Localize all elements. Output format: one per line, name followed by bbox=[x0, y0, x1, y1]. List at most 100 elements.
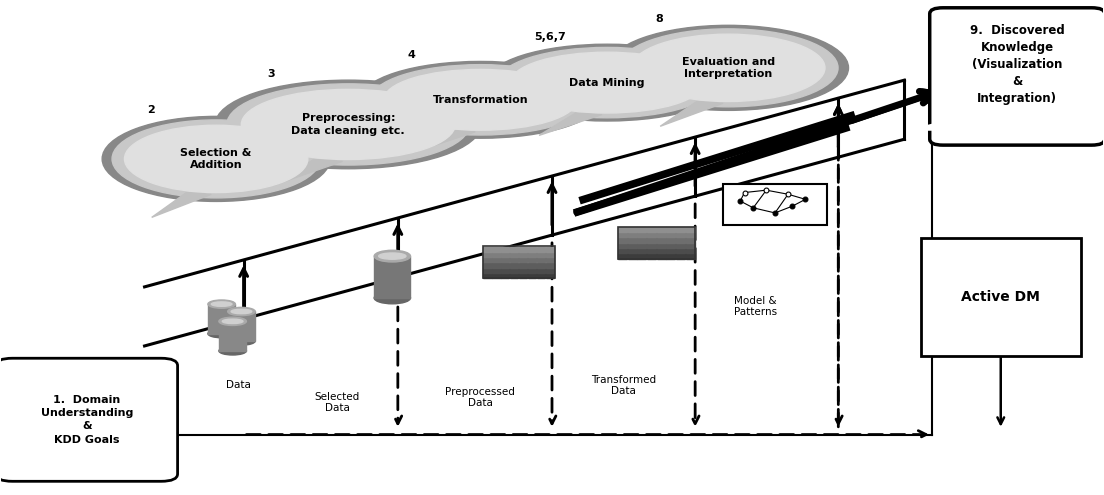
Bar bbox=[666, 227, 676, 232]
Bar bbox=[484, 257, 491, 262]
Bar bbox=[647, 227, 656, 232]
Bar bbox=[519, 252, 528, 257]
Bar bbox=[676, 248, 684, 253]
Text: Preprocessed
Data: Preprocessed Data bbox=[446, 387, 516, 408]
Ellipse shape bbox=[125, 125, 308, 193]
Bar bbox=[528, 252, 537, 257]
Bar bbox=[647, 238, 656, 243]
Polygon shape bbox=[151, 193, 211, 217]
Bar bbox=[686, 232, 694, 237]
Text: 2: 2 bbox=[147, 105, 155, 115]
Ellipse shape bbox=[219, 317, 246, 326]
Bar bbox=[676, 243, 684, 248]
Bar bbox=[528, 257, 537, 262]
Bar bbox=[492, 262, 500, 268]
Ellipse shape bbox=[487, 44, 728, 121]
Bar bbox=[528, 268, 537, 273]
Text: Selected
Data: Selected Data bbox=[315, 392, 360, 413]
Bar bbox=[492, 268, 500, 273]
Bar bbox=[637, 238, 647, 243]
Bar bbox=[618, 227, 696, 258]
Bar bbox=[545, 268, 554, 273]
Text: 9.  Discovered
Knowledge
(Visualization
&
Integration): 9. Discovered Knowledge (Visualization &… bbox=[970, 24, 1064, 104]
Bar bbox=[666, 232, 676, 237]
Bar bbox=[618, 227, 627, 232]
Bar bbox=[501, 257, 509, 262]
Bar bbox=[545, 247, 554, 251]
Bar bbox=[628, 253, 637, 258]
Bar bbox=[676, 227, 684, 232]
Bar bbox=[528, 262, 537, 268]
Text: Active DM: Active DM bbox=[962, 290, 1040, 304]
Bar bbox=[723, 184, 827, 225]
Bar bbox=[647, 253, 656, 258]
Bar bbox=[537, 273, 545, 278]
Bar bbox=[545, 257, 554, 262]
Bar bbox=[484, 268, 491, 273]
Polygon shape bbox=[915, 119, 976, 129]
Bar bbox=[208, 304, 235, 334]
FancyBboxPatch shape bbox=[0, 358, 178, 481]
Bar bbox=[484, 273, 491, 278]
Bar bbox=[657, 227, 666, 232]
Bar bbox=[501, 247, 509, 251]
Bar bbox=[686, 253, 694, 258]
Bar bbox=[484, 247, 554, 278]
Bar bbox=[666, 238, 676, 243]
Text: Model &
Patterns: Model & Patterns bbox=[734, 296, 777, 317]
Bar bbox=[519, 268, 528, 273]
Bar bbox=[628, 243, 637, 248]
Bar bbox=[492, 257, 500, 262]
Bar bbox=[510, 268, 519, 273]
Text: 1.  Domain
Understanding
&
KDD Goals: 1. Domain Understanding & KDD Goals bbox=[41, 395, 132, 445]
Bar bbox=[492, 252, 500, 257]
Bar bbox=[628, 248, 637, 253]
Bar bbox=[686, 248, 694, 253]
FancyBboxPatch shape bbox=[930, 8, 1104, 145]
Text: 3: 3 bbox=[267, 69, 275, 79]
Text: Transformation: Transformation bbox=[433, 95, 528, 105]
Bar bbox=[618, 232, 627, 237]
Bar bbox=[219, 321, 246, 351]
Ellipse shape bbox=[222, 319, 243, 324]
Bar bbox=[686, 238, 694, 243]
Ellipse shape bbox=[208, 300, 235, 308]
Bar bbox=[676, 238, 684, 243]
Ellipse shape bbox=[113, 120, 320, 198]
Bar bbox=[657, 243, 666, 248]
Bar bbox=[501, 262, 509, 268]
Bar bbox=[484, 262, 491, 268]
Bar bbox=[537, 247, 545, 251]
Text: Evaluation and
Interpretation: Evaluation and Interpretation bbox=[681, 56, 775, 79]
Ellipse shape bbox=[379, 253, 406, 259]
Ellipse shape bbox=[608, 25, 849, 110]
Bar bbox=[637, 243, 647, 248]
Bar bbox=[676, 232, 684, 237]
Bar bbox=[484, 252, 491, 257]
Bar bbox=[510, 252, 519, 257]
Text: 8: 8 bbox=[655, 14, 662, 24]
Bar bbox=[519, 273, 528, 278]
Bar bbox=[528, 247, 537, 251]
Text: 5,6,7: 5,6,7 bbox=[534, 33, 565, 43]
Ellipse shape bbox=[242, 90, 455, 159]
Bar bbox=[666, 243, 676, 248]
Bar bbox=[637, 232, 647, 237]
Bar bbox=[519, 262, 528, 268]
Ellipse shape bbox=[360, 61, 601, 138]
Ellipse shape bbox=[226, 84, 469, 165]
Bar bbox=[666, 248, 676, 253]
Bar bbox=[628, 232, 637, 237]
Bar bbox=[686, 227, 694, 232]
Bar bbox=[686, 243, 694, 248]
Bar bbox=[637, 248, 647, 253]
Bar bbox=[528, 273, 537, 278]
Bar bbox=[657, 248, 666, 253]
Bar bbox=[537, 262, 545, 268]
Bar bbox=[647, 232, 656, 237]
Text: 4: 4 bbox=[407, 50, 415, 60]
Bar bbox=[637, 227, 647, 232]
Ellipse shape bbox=[231, 309, 252, 314]
Polygon shape bbox=[273, 159, 342, 185]
Bar bbox=[537, 268, 545, 273]
